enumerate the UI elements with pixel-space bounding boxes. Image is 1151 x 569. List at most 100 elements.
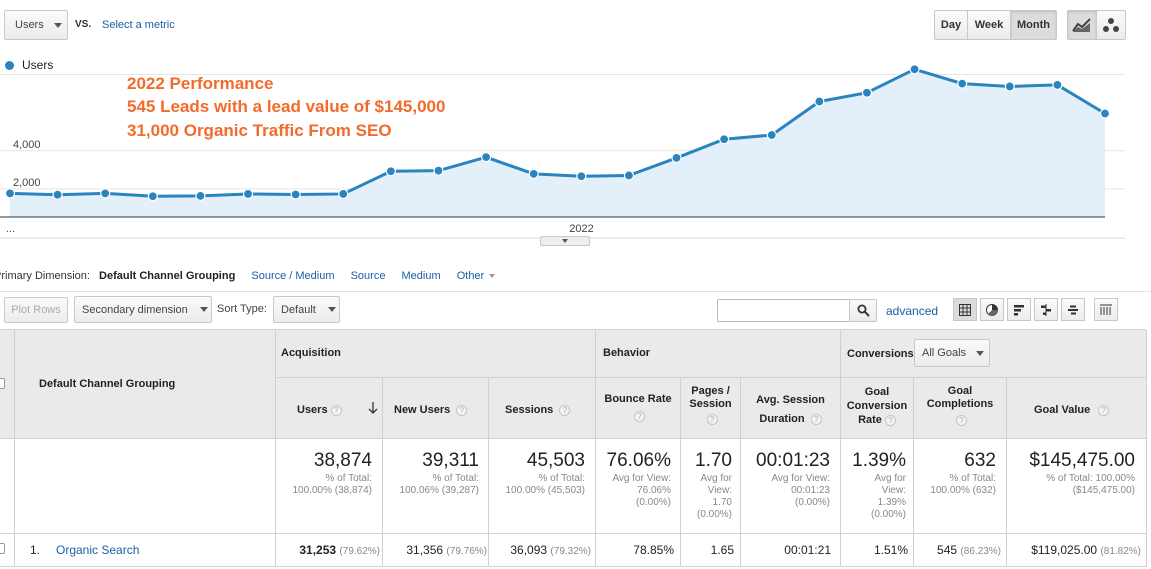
data-point <box>433 165 444 176</box>
period-month-label: Month <box>1017 19 1050 31</box>
x-tick-label: ... <box>6 223 15 235</box>
total-goal-value-sub: % of Total: 100.00% ($145,475.00) <box>1046 473 1135 496</box>
period-month-button[interactable]: Month <box>1010 10 1057 40</box>
line-chart-button[interactable] <box>1067 10 1097 40</box>
secondary-dimension-label: Secondary dimension <box>82 303 188 316</box>
y-tick-label: 4,000 <box>13 139 41 151</box>
period-week-button[interactable]: Week <box>967 10 1011 40</box>
motion-chart-button[interactable] <box>1096 10 1126 40</box>
help-icon[interactable]: ? <box>1098 404 1110 416</box>
total-avg-duration: 00:01:23 <box>756 450 830 471</box>
primary-dimension-label: Primary Dimension: <box>0 270 90 282</box>
total-new-users-sub: % of Total: 100.06% (39,287) <box>399 473 479 496</box>
search-button[interactable] <box>849 299 877 322</box>
total-avg-duration-sub: Avg for View: 00:01:23 (0.00%) <box>771 473 830 508</box>
chevron-down-icon <box>976 350 985 356</box>
comparison-view-icon <box>1041 303 1051 316</box>
table-header-bottom <box>0 438 1146 439</box>
metric-select[interactable]: Users <box>4 10 68 40</box>
chart-collapse-handle[interactable] <box>540 236 590 246</box>
col-goal-value[interactable]: Goal Value? <box>1034 404 1110 416</box>
col-avg-session-duration[interactable]: Avg. Session Duration? <box>741 391 840 429</box>
legend-dot <box>5 60 14 70</box>
total-bounce-rate-sub: Avg for View: 76.06% (0.00%) <box>612 473 671 508</box>
help-icon[interactable]: ? <box>559 404 571 416</box>
col-new-users[interactable]: New Users? <box>394 404 468 416</box>
group-behavior: Behavior <box>603 347 651 359</box>
data-point <box>1004 81 1015 92</box>
plot-rows-button[interactable]: Plot Rows <box>4 297 68 323</box>
total-goal-completions: 632 <box>964 450 996 471</box>
pie-view-button[interactable] <box>980 298 1004 321</box>
help-icon[interactable]: ? <box>884 414 896 426</box>
group-conversions: Conversions <box>847 348 914 360</box>
dimension-header[interactable]: Default Channel Grouping <box>39 378 176 390</box>
help-icon[interactable]: ? <box>956 415 967 426</box>
help-icon[interactable]: ? <box>706 414 718 425</box>
sort-desc-icon[interactable] <box>368 402 378 414</box>
term-cloud-icon <box>1068 305 1078 314</box>
col-users[interactable]: Users? <box>297 404 342 416</box>
help-icon[interactable]: ? <box>456 404 468 416</box>
data-point <box>290 189 301 200</box>
sort-type-select[interactable]: Default <box>273 296 340 323</box>
help-icon[interactable]: ? <box>634 410 645 422</box>
table-view-icon <box>959 303 971 316</box>
col-bounce-rate-label: Bounce Rate <box>604 393 672 405</box>
dimension-other[interactable]: Other <box>456 270 485 282</box>
select-metric-link[interactable]: Select a metric <box>102 19 175 31</box>
period-week-label: Week <box>974 19 1004 31</box>
dimension-source-medium[interactable]: Source / Medium <box>251 270 335 282</box>
row-goal-completions: 545 (86.23%) <box>937 543 1001 557</box>
pivot-view-button[interactable] <box>1094 298 1118 321</box>
col-goal-conversion-rate[interactable]: Goal Conversion Rate? <box>841 385 913 427</box>
dimension-active: Default Channel Grouping <box>99 270 236 282</box>
pie-view-icon <box>986 303 998 316</box>
table-view-button[interactable] <box>953 298 977 321</box>
metric-select-value: Users <box>15 19 44 31</box>
data-point <box>671 152 682 164</box>
row-channel-link[interactable]: Organic Search <box>56 543 140 557</box>
col-divider <box>1006 378 1007 567</box>
total-goal-value: $145,475.00 <box>1029 450 1135 471</box>
row-checkbox[interactable] <box>0 543 5 554</box>
col-divider <box>488 378 489 567</box>
table-row-bottom <box>0 566 1146 567</box>
performance-view-button[interactable] <box>1007 298 1031 321</box>
data-point <box>4 188 16 199</box>
total-goal-completions-sub: % of Total: 100.00% (632) <box>930 473 996 496</box>
help-icon[interactable]: ? <box>330 404 342 416</box>
table-top-border <box>0 329 1146 330</box>
secondary-dimension-select[interactable]: Secondary dimension <box>74 296 212 323</box>
data-point <box>195 190 206 201</box>
data-point <box>147 191 158 202</box>
dimension-source[interactable]: Source <box>350 270 386 282</box>
row-new-users-value: 31,356 <box>406 543 444 557</box>
select-all-checkbox[interactable] <box>0 378 5 389</box>
col-bounce-rate[interactable]: Bounce Rate? <box>596 391 680 425</box>
table-search-input[interactable] <box>717 299 850 322</box>
col-sessions[interactable]: Sessions? <box>505 404 571 416</box>
period-day-label: Day <box>940 19 962 31</box>
total-new-users: 39,311 <box>422 450 479 471</box>
table-totals-bottom <box>0 533 1146 534</box>
row-goal-completions-pct: (86.23%) <box>960 546 1001 557</box>
dimension-medium[interactable]: Medium <box>401 270 441 282</box>
col-pages-session[interactable]: Pages / Session? <box>681 385 740 425</box>
row-goal-value-pct: (81.82%) <box>1100 546 1141 557</box>
legend-label: Users <box>22 58 54 72</box>
term-cloud-button[interactable] <box>1061 298 1085 321</box>
help-icon[interactable]: ? <box>810 413 822 425</box>
period-day-button[interactable]: Day <box>934 10 968 40</box>
goal-select[interactable]: All Goals <box>914 339 990 367</box>
comparison-view-button[interactable] <box>1034 298 1058 321</box>
col-new-users-label: New Users <box>394 404 451 416</box>
group-acquisition: Acquisition <box>281 347 341 359</box>
advanced-link[interactable]: advanced <box>886 304 939 318</box>
row-index: 1. <box>30 543 41 557</box>
data-point <box>576 171 587 182</box>
col-goal-completions[interactable]: Goal Completions? <box>914 385 1006 426</box>
data-point <box>1052 79 1063 91</box>
col-goal-conv-label-1: Goal <box>864 386 890 398</box>
row-new-users: 31,356 (79.76%) <box>406 543 487 557</box>
